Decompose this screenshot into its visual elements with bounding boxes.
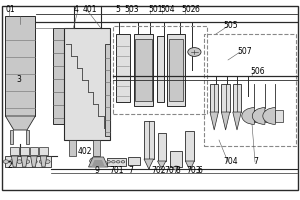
Text: 7: 7 bbox=[128, 166, 133, 175]
Text: 507: 507 bbox=[237, 46, 252, 55]
Text: 501: 501 bbox=[148, 4, 163, 14]
Circle shape bbox=[112, 161, 115, 163]
Text: 6: 6 bbox=[194, 4, 199, 14]
Text: 3: 3 bbox=[16, 75, 21, 84]
Bar bbox=[254, 110, 262, 122]
Text: 503: 503 bbox=[124, 4, 139, 14]
Bar bbox=[112, 26, 207, 114]
Bar bbox=[204, 34, 296, 146]
Bar bbox=[5, 16, 35, 116]
Polygon shape bbox=[185, 161, 194, 170]
Bar bbox=[39, 147, 48, 155]
Bar bbox=[128, 157, 140, 165]
Bar bbox=[221, 84, 230, 112]
Polygon shape bbox=[158, 161, 166, 169]
Bar bbox=[135, 39, 152, 101]
Bar bbox=[134, 34, 153, 106]
Polygon shape bbox=[221, 112, 230, 130]
Bar bbox=[167, 34, 185, 106]
Text: 2: 2 bbox=[8, 160, 12, 170]
Bar bbox=[169, 39, 183, 101]
Text: 7: 7 bbox=[254, 156, 258, 166]
Circle shape bbox=[9, 160, 15, 163]
Text: 4: 4 bbox=[74, 4, 78, 14]
Text: 01: 01 bbox=[5, 4, 15, 14]
Polygon shape bbox=[21, 156, 28, 167]
Circle shape bbox=[188, 48, 201, 56]
Bar bbox=[210, 84, 218, 112]
Circle shape bbox=[173, 166, 179, 170]
Text: 401: 401 bbox=[82, 4, 97, 14]
Bar bbox=[265, 110, 272, 122]
Circle shape bbox=[121, 161, 125, 163]
Polygon shape bbox=[11, 156, 18, 167]
Bar bbox=[105, 44, 110, 136]
Polygon shape bbox=[210, 112, 218, 130]
Text: 701: 701 bbox=[110, 166, 124, 175]
Bar bbox=[4, 156, 51, 167]
Text: 6: 6 bbox=[197, 166, 202, 175]
Bar bbox=[52, 28, 64, 124]
Wedge shape bbox=[263, 108, 275, 124]
Circle shape bbox=[116, 161, 120, 163]
Text: 5: 5 bbox=[116, 4, 120, 14]
Text: 704: 704 bbox=[224, 156, 238, 166]
Bar bbox=[158, 133, 166, 161]
Bar bbox=[144, 121, 154, 159]
Text: 702: 702 bbox=[152, 166, 166, 175]
Wedge shape bbox=[242, 108, 254, 124]
Text: 502: 502 bbox=[182, 4, 196, 14]
Text: 402: 402 bbox=[78, 148, 92, 156]
Bar bbox=[93, 140, 100, 156]
Bar bbox=[11, 147, 19, 155]
Polygon shape bbox=[88, 157, 108, 167]
Bar bbox=[69, 140, 76, 156]
Bar bbox=[185, 131, 194, 161]
Circle shape bbox=[3, 160, 9, 163]
Bar bbox=[64, 28, 110, 140]
Polygon shape bbox=[40, 156, 47, 167]
Text: 9: 9 bbox=[94, 166, 99, 175]
Bar bbox=[107, 158, 126, 166]
Polygon shape bbox=[233, 112, 241, 130]
Text: 707: 707 bbox=[164, 166, 179, 175]
Polygon shape bbox=[5, 116, 35, 130]
Bar bbox=[275, 110, 283, 122]
Text: 8: 8 bbox=[176, 166, 180, 175]
Bar bbox=[30, 147, 38, 155]
Text: 504: 504 bbox=[160, 4, 175, 14]
Polygon shape bbox=[31, 156, 37, 167]
Circle shape bbox=[45, 160, 50, 163]
Bar bbox=[170, 151, 182, 167]
Circle shape bbox=[17, 160, 22, 163]
Circle shape bbox=[107, 161, 110, 163]
Polygon shape bbox=[92, 160, 105, 167]
Text: 505: 505 bbox=[224, 21, 238, 29]
Bar bbox=[233, 84, 241, 112]
Polygon shape bbox=[144, 159, 154, 169]
Circle shape bbox=[32, 160, 37, 163]
Text: 703: 703 bbox=[187, 166, 201, 175]
Bar bbox=[26, 130, 29, 144]
Circle shape bbox=[24, 160, 30, 163]
Wedge shape bbox=[252, 108, 265, 124]
Circle shape bbox=[90, 157, 101, 165]
Bar bbox=[10, 130, 13, 144]
Bar bbox=[20, 147, 28, 155]
Text: 506: 506 bbox=[250, 66, 265, 75]
Circle shape bbox=[39, 160, 45, 163]
Bar bbox=[116, 34, 130, 102]
Bar bbox=[157, 36, 164, 102]
